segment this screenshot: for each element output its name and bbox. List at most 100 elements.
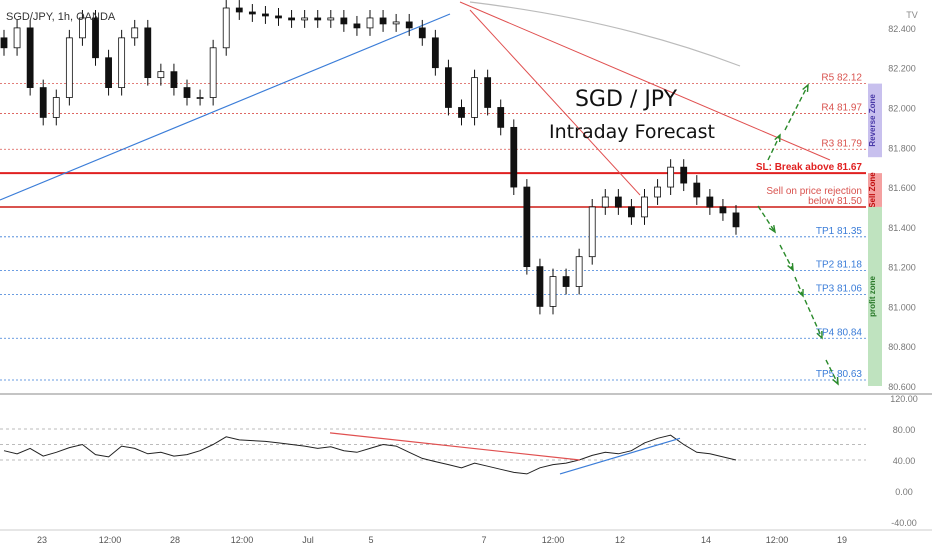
level-label: Sell on price rejection bbox=[766, 186, 862, 197]
level-label: R3 81.79 bbox=[821, 138, 862, 149]
time-tick-label: 14 bbox=[701, 535, 711, 545]
level-label: SL: Break above 81.67 bbox=[756, 162, 863, 173]
price-tick-label: 82.000 bbox=[888, 103, 916, 113]
levels-layer: R5 82.12 R4 81.97 R3 81.79 SL: Break above … bbox=[0, 73, 866, 381]
candle-body bbox=[39, 87, 47, 118]
rsi-line bbox=[3, 434, 737, 475]
candle-body bbox=[248, 11, 256, 15]
candle-body bbox=[614, 196, 622, 208]
candle-body bbox=[327, 17, 335, 21]
candle-body bbox=[392, 21, 400, 25]
time-tick-label: 12:00 bbox=[99, 535, 122, 545]
forecast-arrow-head bbox=[832, 376, 839, 386]
time-tick-label: 7 bbox=[481, 535, 486, 545]
rsi-tick-label: 40.00 bbox=[893, 456, 916, 466]
price-tick-label: 80.800 bbox=[888, 342, 916, 352]
support-trendline bbox=[0, 13, 451, 201]
candle-body bbox=[26, 27, 34, 88]
rsi-tick-label: 120.00 bbox=[890, 394, 918, 404]
candle-body bbox=[418, 27, 426, 39]
candle-body bbox=[157, 71, 165, 79]
candle-body bbox=[288, 17, 295, 21]
candle-body bbox=[628, 206, 635, 218]
candle-body bbox=[340, 17, 348, 25]
level-label: TP5 80.63 bbox=[816, 369, 863, 380]
candle-body bbox=[575, 256, 583, 287]
candle-body bbox=[209, 47, 217, 98]
candle-body bbox=[183, 87, 191, 98]
zone-label: Reverse Zone bbox=[868, 94, 877, 147]
candle-body bbox=[144, 27, 152, 79]
symbol-header: SGD/JPY, 1h, OANDA bbox=[6, 11, 116, 23]
axes-layer: 82.400 82.200 82.000 81.800 81.600 81.400 81.2… bbox=[0, 24, 932, 545]
forecast-arrow-head bbox=[797, 288, 804, 298]
candle-body bbox=[235, 7, 243, 13]
zone-label: Sell Zone bbox=[868, 172, 877, 208]
candle-body bbox=[497, 107, 505, 128]
forecast-arrow-shaft bbox=[825, 359, 839, 385]
price-tick-label: 81.400 bbox=[888, 223, 916, 233]
trendlines-layer bbox=[0, 1, 831, 201]
candle-body bbox=[719, 206, 727, 214]
candle-body bbox=[588, 206, 596, 258]
forecast-arrows bbox=[757, 83, 839, 386]
resistance-trendline-upper bbox=[459, 1, 831, 161]
candle-body bbox=[79, 17, 86, 39]
forecast-arrow-head bbox=[816, 330, 823, 340]
candle-body bbox=[275, 15, 282, 19]
time-tick-label: 5 bbox=[368, 535, 373, 545]
candle-body bbox=[706, 196, 714, 208]
candle-body bbox=[654, 186, 661, 198]
candle-body bbox=[353, 23, 361, 29]
time-tick-label: 12 bbox=[615, 535, 625, 545]
candle-body bbox=[105, 57, 112, 88]
forecast-arrow-head bbox=[787, 262, 794, 272]
level-label: TP1 81.35 bbox=[816, 226, 863, 237]
moving-average bbox=[469, 1, 741, 67]
chart-subtitle: Intraday Forecast bbox=[549, 121, 715, 143]
candle-body bbox=[523, 186, 531, 268]
candle-body bbox=[314, 17, 322, 21]
zone-label: profit zone bbox=[868, 275, 877, 316]
level-label: below 81.50 bbox=[808, 196, 862, 207]
forecast-arrow-shaft bbox=[784, 84, 809, 131]
candle-body bbox=[510, 126, 518, 188]
forecast-arrow-head bbox=[774, 133, 781, 143]
price-tick-label: 81.600 bbox=[888, 183, 916, 193]
rsi-tick-label: -40.00 bbox=[891, 518, 917, 528]
candle-body bbox=[222, 7, 230, 49]
time-tick-label: Jul bbox=[302, 535, 314, 545]
level-label: TP2 81.18 bbox=[816, 260, 863, 271]
zone-band bbox=[868, 173, 882, 207]
time-tick-label: 19 bbox=[837, 535, 847, 545]
time-tick-label: 12:00 bbox=[231, 535, 254, 545]
rsi-tick-label: 0.00 bbox=[895, 487, 913, 497]
candle-body bbox=[170, 71, 178, 88]
forecast-arrow-head bbox=[802, 83, 809, 93]
candle-body bbox=[732, 212, 740, 228]
candle-body bbox=[196, 97, 204, 99]
price-tick-label: 81.200 bbox=[888, 263, 916, 273]
candle-body bbox=[52, 97, 60, 118]
rsi-divergence-line bbox=[329, 432, 581, 461]
level-label: R4 81.97 bbox=[821, 102, 862, 113]
candle-body bbox=[471, 77, 478, 118]
forecast-arrow-shaft bbox=[804, 299, 823, 339]
candle-body bbox=[641, 196, 648, 218]
time-tick-label: 23 bbox=[37, 535, 47, 545]
candle-body bbox=[667, 166, 675, 188]
level-label: R5 82.12 bbox=[821, 73, 862, 84]
price-tick-label: 80.600 bbox=[888, 382, 916, 392]
chart-title: SGD / JPY bbox=[575, 87, 678, 112]
zone-band bbox=[868, 83, 882, 158]
candle-body bbox=[65, 37, 73, 98]
candle-body bbox=[118, 37, 126, 88]
price-tick-label: 82.400 bbox=[888, 24, 916, 34]
candle-body bbox=[431, 37, 439, 69]
candle-body bbox=[536, 266, 544, 307]
candle-body bbox=[458, 107, 465, 118]
price-tick-label: 82.200 bbox=[888, 64, 916, 74]
candle-body bbox=[405, 21, 413, 29]
